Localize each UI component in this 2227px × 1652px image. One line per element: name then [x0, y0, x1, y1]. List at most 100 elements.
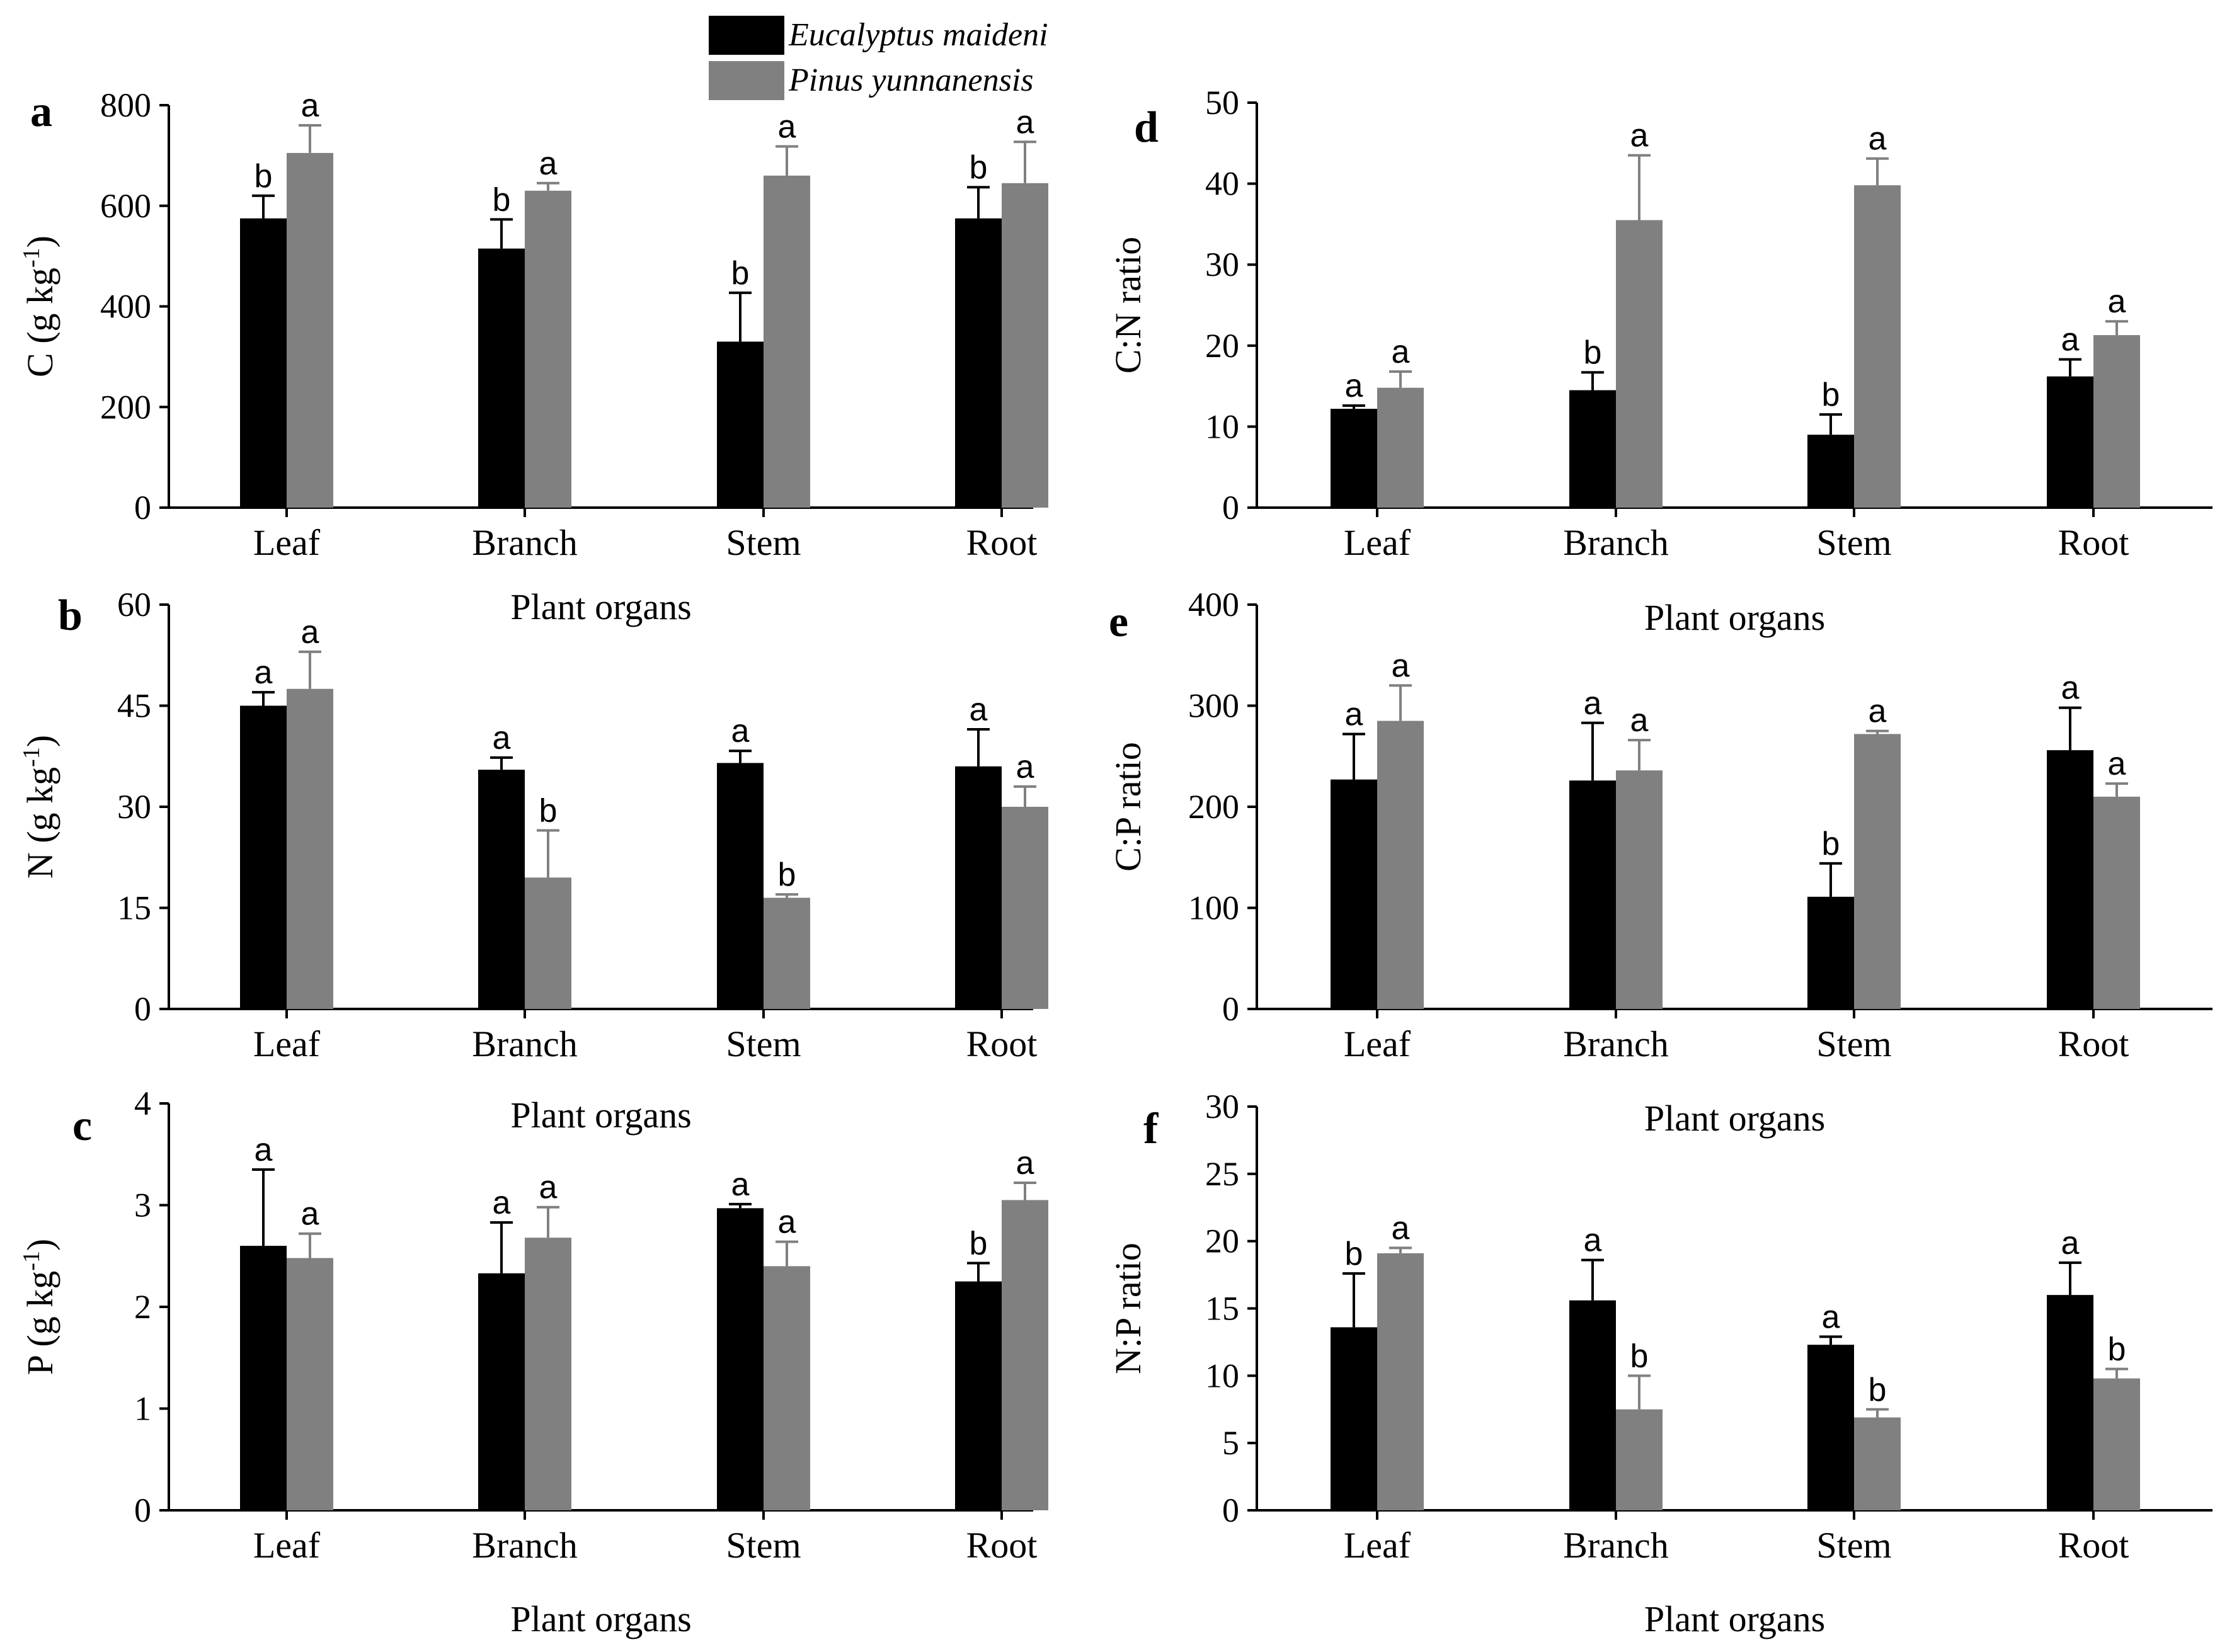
significance-letter: a: [2108, 283, 2126, 320]
significance-letter: b: [255, 158, 273, 195]
significance-letter: b: [2108, 1331, 2126, 1368]
significance-letter: a: [1630, 118, 1649, 154]
x-tick-label: Root: [966, 1525, 1038, 1566]
bar-pinus: [1002, 183, 1048, 508]
legend-label-pinus: Pinus yunnanensis: [788, 62, 1034, 98]
panel-tag: d: [1134, 103, 1159, 152]
y-tick-label: 20: [1205, 1222, 1239, 1260]
bar-eucalyptus: [717, 763, 764, 1009]
bar-eucalyptus: [1331, 1327, 1377, 1510]
bar-eucalyptus: [1569, 1300, 1616, 1510]
significance-letter: b: [731, 255, 750, 292]
significance-letter: b: [539, 792, 558, 829]
significance-letter: a: [778, 1204, 796, 1241]
bar-pinus: [287, 688, 333, 1009]
significance-letter: a: [493, 720, 511, 756]
bar-pinus: [1616, 1409, 1663, 1510]
y-tick-label: 50: [1205, 84, 1239, 122]
bar-pinus: [2093, 335, 2140, 508]
x-tick-label: Root: [966, 522, 1038, 563]
significance-letter: a: [255, 654, 273, 691]
y-tick-label: 300: [1188, 687, 1239, 725]
significance-letter: b: [1584, 334, 1602, 371]
y-tick-label: 25: [1205, 1155, 1239, 1193]
y-tick-label: 0: [1222, 489, 1239, 527]
bar-eucalyptus: [1331, 409, 1377, 508]
x-tick-label: Branch: [472, 1023, 578, 1064]
bar-eucalyptus: [1569, 780, 1616, 1009]
y-axis-title: N (g kg-1): [18, 735, 60, 879]
x-tick-label: Root: [2058, 1525, 2129, 1566]
panel-tag: a: [30, 88, 52, 136]
panel-tag: b: [58, 591, 83, 640]
bar-eucalyptus: [1569, 390, 1616, 508]
bar-eucalyptus: [1807, 435, 1854, 508]
bar-eucalyptus: [478, 770, 525, 1009]
x-tick-label: Branch: [1563, 1525, 1669, 1566]
bar-eucalyptus: [240, 705, 287, 1009]
bar-eucalyptus: [2047, 376, 2093, 508]
x-tick-label: Leaf: [1344, 522, 1411, 563]
bar-pinus: [1002, 807, 1048, 1009]
x-axis-title: Plant organs: [1644, 1098, 1825, 1139]
bar-pinus: [764, 897, 810, 1009]
bar-pinus: [1854, 734, 1901, 1009]
bar-eucalyptus: [955, 218, 1002, 508]
legend-label-eucalyptus: Eucalyptus maideni: [788, 17, 1048, 53]
significance-letter: a: [1584, 1222, 1602, 1259]
significance-letter: b: [493, 181, 511, 218]
bar-eucalyptus: [717, 341, 764, 508]
x-tick-label: Branch: [472, 522, 578, 563]
significance-letter: a: [1869, 693, 1887, 730]
x-tick-label: Branch: [1563, 1023, 1669, 1064]
bar-pinus: [2093, 1378, 2140, 1510]
significance-letter: a: [1392, 1210, 1410, 1246]
significance-letter: a: [1869, 121, 1887, 157]
y-axis-title: C:N ratio: [1108, 237, 1148, 373]
y-tick-label: 0: [134, 489, 151, 527]
bar-pinus: [525, 190, 571, 508]
bar-pinus: [1377, 387, 1424, 508]
legend-swatch-pinus: [709, 61, 784, 100]
bar-pinus: [764, 175, 810, 508]
bar-pinus: [1616, 220, 1663, 508]
significance-letter: a: [301, 88, 319, 124]
significance-letter: b: [1345, 1236, 1363, 1272]
x-axis-title: Plant organs: [1644, 597, 1825, 638]
y-tick-label: 15: [117, 889, 151, 927]
significance-letter: a: [255, 1132, 273, 1168]
significance-letter: a: [1584, 685, 1602, 722]
bar-eucalyptus: [478, 248, 525, 508]
bar-pinus: [287, 152, 333, 508]
x-tick-label: Leaf: [1344, 1525, 1411, 1566]
significance-letter: a: [731, 713, 750, 749]
bar-eucalyptus: [2047, 750, 2093, 1009]
panel-tag: c: [72, 1102, 92, 1150]
significance-letter: a: [1822, 1299, 1840, 1335]
legend-swatch-eucalyptus: [709, 16, 784, 55]
legend: Eucalyptus maideni Pinus yunnanensis: [709, 16, 1048, 100]
significance-letter: b: [1630, 1338, 1649, 1374]
significance-letter: b: [1869, 1372, 1887, 1408]
bar-pinus: [525, 1238, 571, 1510]
x-tick-label: Leaf: [253, 1525, 321, 1566]
x-tick-label: Branch: [472, 1525, 578, 1566]
y-tick-label: 3: [134, 1187, 151, 1224]
bar-eucalyptus: [955, 1281, 1002, 1510]
bar-eucalyptus: [955, 766, 1002, 1009]
y-tick-label: 4: [134, 1085, 151, 1122]
y-tick-label: 100: [1188, 889, 1239, 927]
significance-letter: a: [1345, 368, 1363, 404]
x-tick-label: Root: [2058, 1023, 2129, 1064]
panel-tag: e: [1109, 598, 1128, 646]
x-tick-label: Leaf: [253, 1023, 321, 1064]
y-tick-label: 5: [1222, 1424, 1239, 1462]
y-tick-label: 0: [134, 1491, 151, 1529]
y-tick-label: 20: [1205, 327, 1239, 365]
y-tick-label: 1: [134, 1390, 151, 1428]
y-tick-label: 200: [100, 388, 151, 426]
panels: a0200400600800LeafbaBranchbaStembaRootba…: [18, 84, 2213, 1639]
significance-letter: a: [493, 1185, 511, 1221]
